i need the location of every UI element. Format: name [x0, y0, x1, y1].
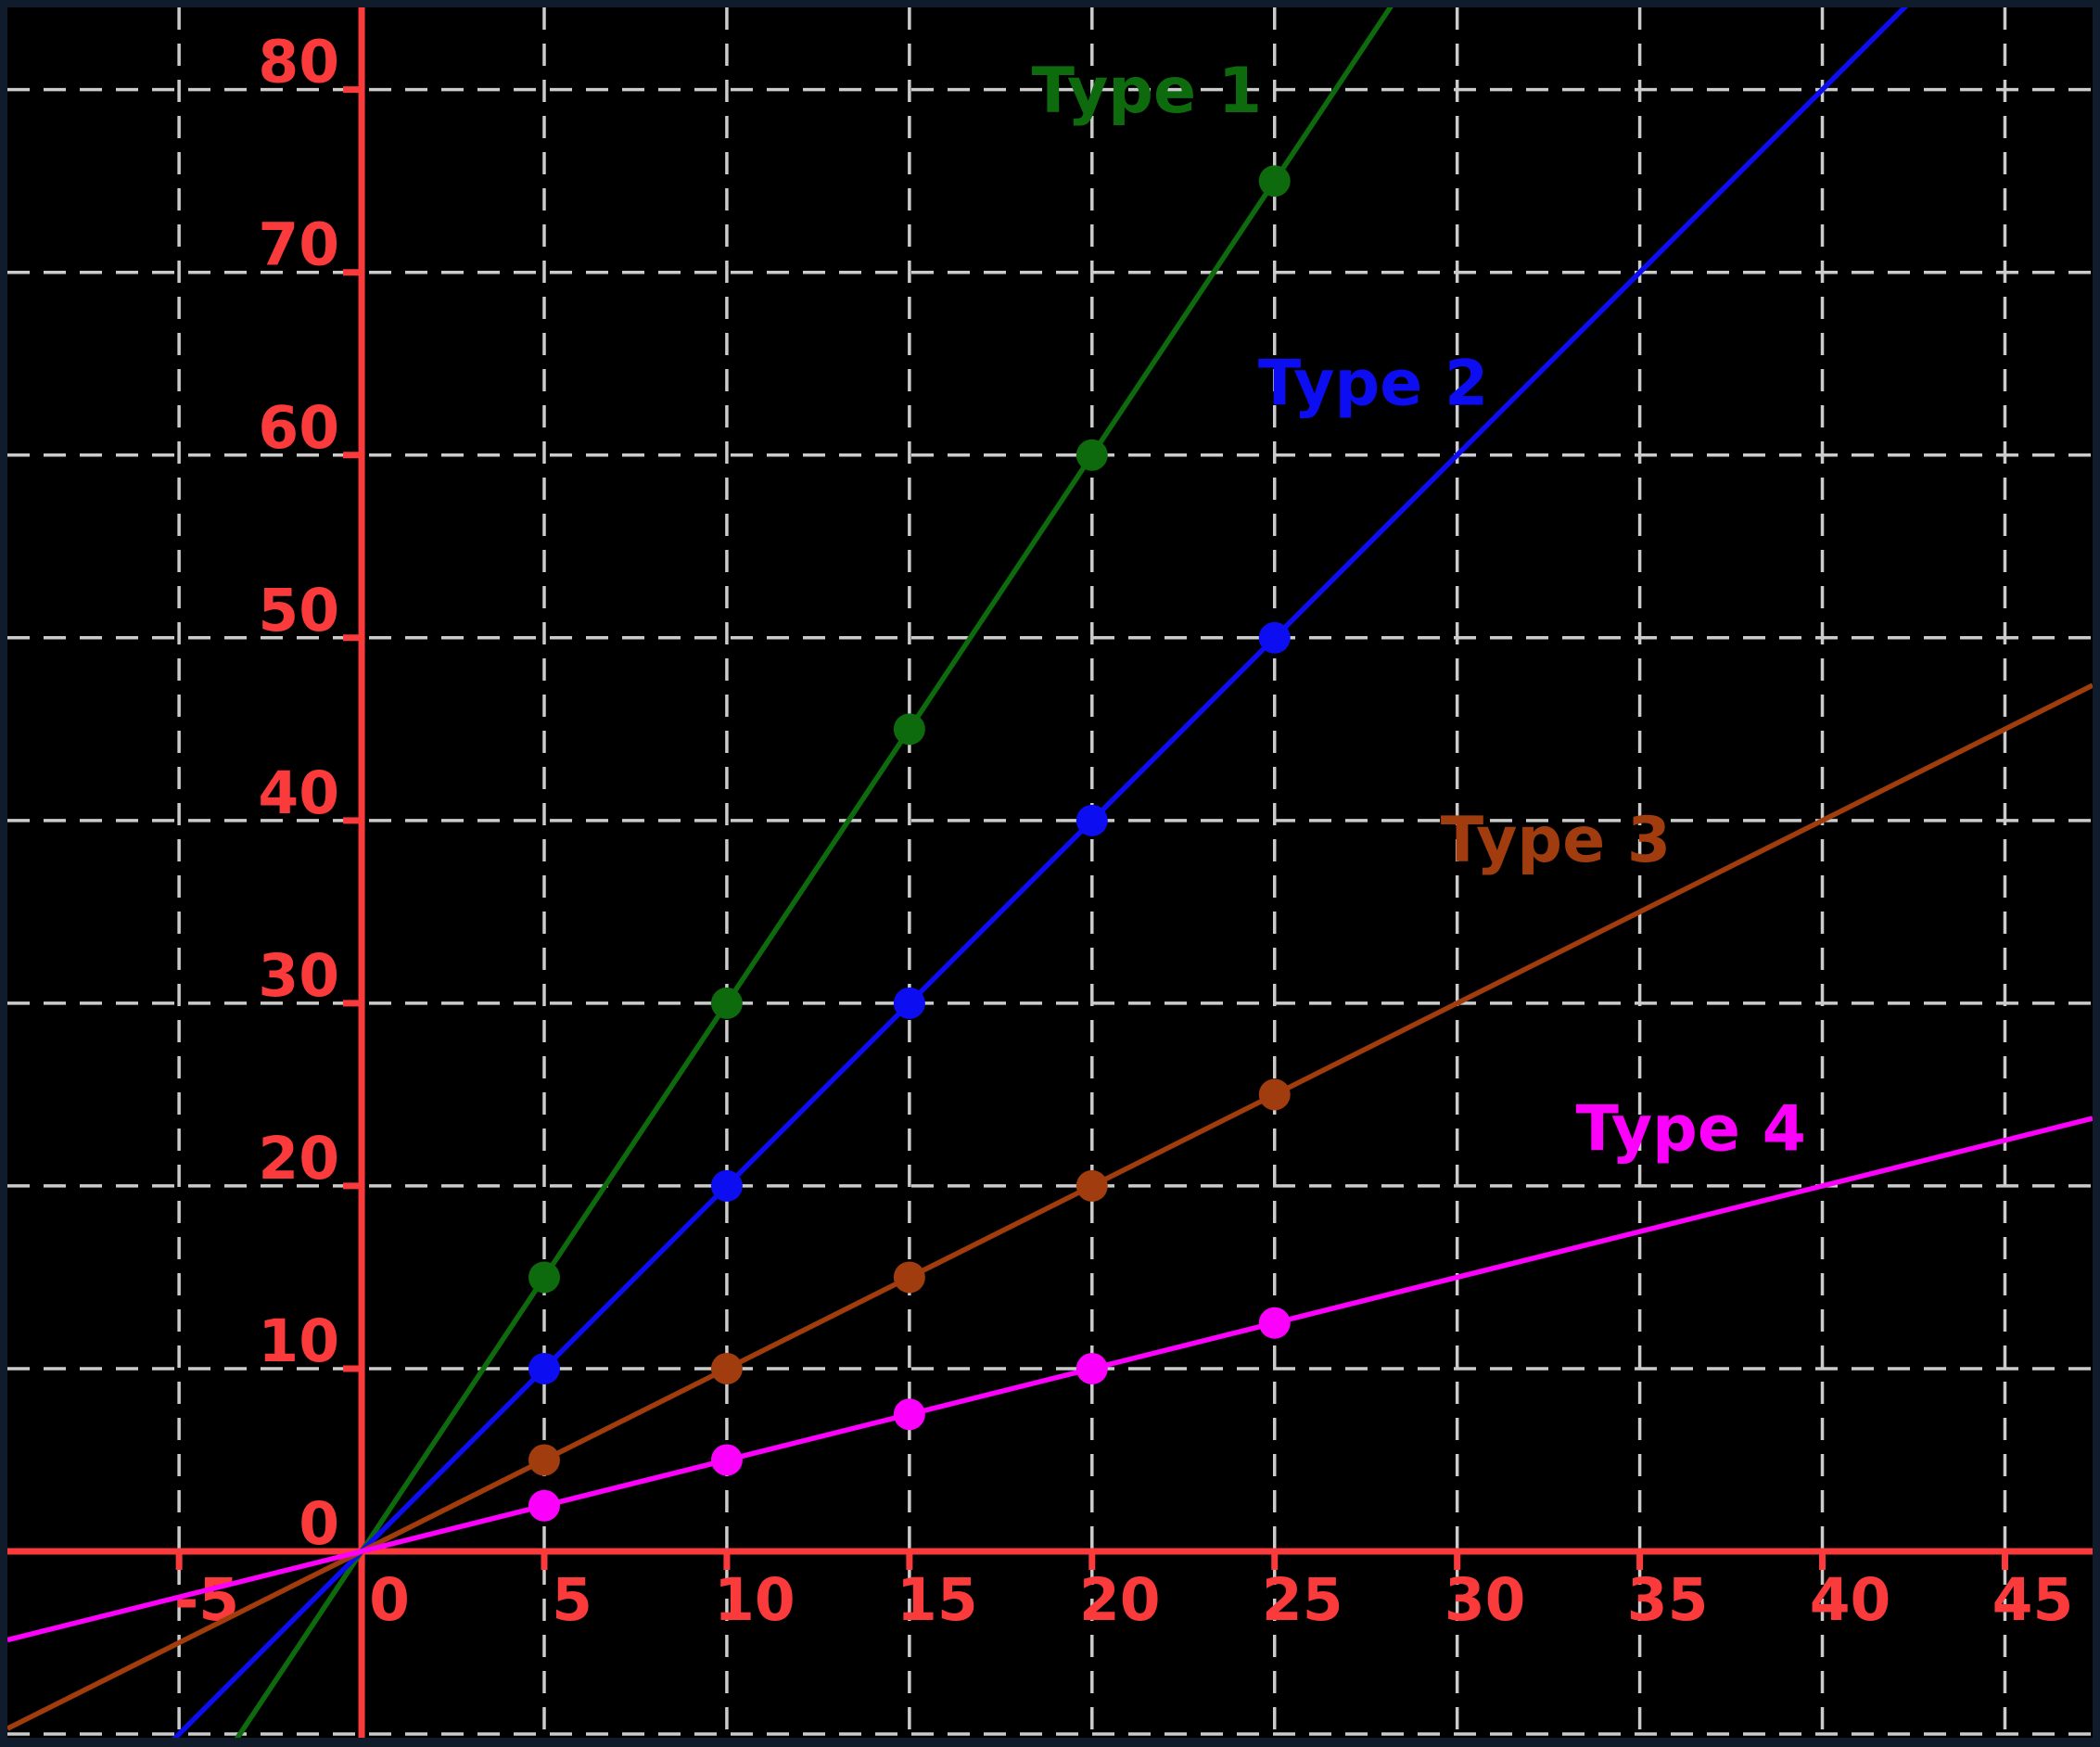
- x-tick-label: 40: [1810, 1566, 1891, 1634]
- y-tick-label: 70: [258, 211, 339, 279]
- series-label-type-2: Type 2: [1258, 347, 1488, 420]
- plot-area: -5 0 5 10 15 20 25 30 35 40 45 0 10 20 30 40 50 60 70 80 Typ…: [7, 7, 2093, 1738]
- data-point-type-3: [710, 1352, 743, 1384]
- data-point-type-2: [1258, 621, 1291, 654]
- x-tick-label: 10: [714, 1566, 795, 1634]
- y-tick-label: 30: [258, 942, 339, 1010]
- y-tick-label: 60: [258, 394, 339, 462]
- y-tick-label: 10: [258, 1307, 339, 1375]
- data-point-type-2: [528, 1352, 560, 1384]
- series-line-type-4: [7, 1116, 2093, 1643]
- x-tick-label: 25: [1262, 1566, 1343, 1634]
- x-tick-label: 0: [369, 1566, 410, 1634]
- data-point-type-3: [1075, 1169, 1108, 1202]
- data-point-type-4: [528, 1489, 560, 1522]
- x-tick-label: -5: [174, 1566, 239, 1634]
- y-tick-label: 0: [299, 1490, 339, 1558]
- x-tick-label: 35: [1627, 1566, 1709, 1634]
- series-label-type-3: Type 3: [1441, 804, 1671, 877]
- data-point-type-3: [893, 1261, 925, 1294]
- data-point-type-1: [1075, 439, 1108, 471]
- data-point-type-1: [528, 1261, 560, 1294]
- chart-canvas: -5 0 5 10 15 20 25 30 35 40 45 0 10 20 30 40 50 60 70 80 Typ…: [7, 7, 2093, 1738]
- data-point-type-2: [1075, 804, 1108, 836]
- series-line-type-3: [7, 682, 2093, 1731]
- series-label-type-4: Type 4: [1576, 1092, 1806, 1166]
- x-tick-label: 5: [552, 1566, 592, 1634]
- x-tick-label: 15: [897, 1566, 978, 1634]
- data-point-type-4: [710, 1444, 743, 1476]
- data-point-type-1: [1258, 165, 1291, 198]
- data-point-type-3: [1258, 1078, 1291, 1111]
- y-tick-label: 80: [258, 29, 339, 96]
- series-label-type-1: Type 1: [1032, 55, 1262, 128]
- data-point-type-3: [528, 1444, 560, 1476]
- data-point-type-4: [1258, 1307, 1291, 1339]
- y-tick-label: 50: [258, 577, 339, 644]
- x-tick-label: 30: [1445, 1566, 1526, 1634]
- data-point-type-4: [1075, 1352, 1108, 1384]
- data-point-type-4: [893, 1398, 925, 1431]
- series-line-type-2: [172, 7, 1909, 1738]
- x-tick-label: 45: [1992, 1566, 2074, 1634]
- data-point-type-2: [893, 987, 925, 1019]
- y-tick-label: 20: [258, 1125, 339, 1192]
- y-tick-label: 40: [258, 759, 339, 827]
- data-point-type-2: [710, 1169, 743, 1202]
- data-point-type-1: [893, 713, 925, 746]
- x-tick-label: 20: [1079, 1566, 1161, 1634]
- data-point-type-1: [710, 987, 743, 1019]
